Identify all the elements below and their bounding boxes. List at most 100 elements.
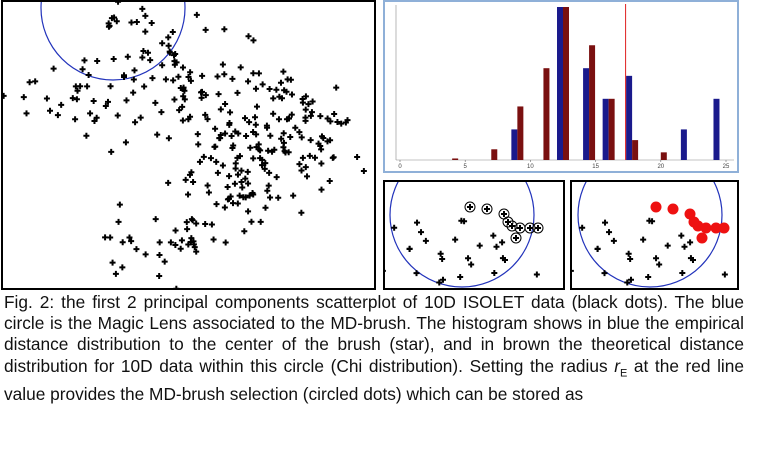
dot bbox=[476, 242, 483, 249]
dot bbox=[302, 164, 309, 171]
selected-dot bbox=[667, 203, 679, 215]
dot bbox=[227, 109, 234, 116]
dot bbox=[128, 19, 135, 26]
dot bbox=[115, 218, 122, 225]
dot bbox=[93, 114, 100, 121]
dot bbox=[183, 219, 190, 226]
dot bbox=[140, 47, 147, 54]
dot bbox=[119, 264, 126, 271]
dot bbox=[624, 279, 631, 286]
dot bbox=[330, 154, 337, 161]
dot bbox=[180, 86, 187, 93]
dot bbox=[202, 111, 209, 118]
selected-dot bbox=[464, 201, 476, 213]
dot bbox=[165, 34, 172, 41]
dot bbox=[128, 238, 135, 245]
dot bbox=[246, 119, 253, 126]
bar bbox=[583, 68, 590, 160]
dot bbox=[602, 219, 609, 226]
dot bbox=[193, 11, 200, 18]
dot bbox=[102, 102, 109, 109]
dot bbox=[414, 219, 421, 226]
bar bbox=[563, 7, 569, 160]
dot bbox=[309, 98, 316, 105]
dot bbox=[505, 219, 511, 225]
caption: Fig. 2: the first 2 principal components… bbox=[4, 292, 744, 461]
dot bbox=[628, 276, 635, 283]
dot bbox=[317, 113, 324, 120]
dot bbox=[299, 154, 306, 161]
dot bbox=[236, 192, 243, 199]
dot bbox=[179, 64, 186, 71]
dot bbox=[627, 255, 634, 262]
dot bbox=[58, 101, 65, 108]
dot bbox=[262, 160, 269, 167]
dot bbox=[245, 208, 252, 215]
dot bbox=[190, 179, 197, 186]
dot bbox=[207, 155, 214, 162]
selection-panel bbox=[570, 180, 739, 290]
dot bbox=[299, 95, 306, 102]
dot bbox=[187, 77, 194, 84]
dot bbox=[199, 72, 206, 79]
dot bbox=[212, 125, 219, 132]
zoom-scatter bbox=[385, 182, 544, 288]
dot bbox=[20, 94, 27, 101]
dot bbox=[213, 158, 220, 165]
bar bbox=[557, 7, 563, 160]
bar bbox=[543, 68, 550, 160]
bar bbox=[713, 98, 720, 160]
dot bbox=[467, 204, 473, 210]
dot bbox=[225, 195, 232, 202]
dot bbox=[102, 234, 109, 241]
dot bbox=[306, 152, 313, 159]
dot bbox=[255, 70, 262, 77]
dot bbox=[219, 162, 226, 169]
dot bbox=[418, 229, 425, 236]
dot bbox=[266, 85, 273, 92]
bar bbox=[589, 45, 596, 160]
dot bbox=[437, 250, 444, 257]
dot bbox=[333, 84, 340, 91]
dot bbox=[193, 248, 200, 255]
dot bbox=[81, 57, 88, 64]
dot bbox=[610, 237, 617, 244]
dot bbox=[131, 67, 138, 74]
dot bbox=[222, 239, 229, 246]
selected-dot bbox=[532, 222, 544, 234]
dot bbox=[275, 194, 282, 201]
dot bbox=[158, 109, 165, 116]
dot bbox=[179, 117, 186, 124]
dot bbox=[222, 101, 229, 108]
dot bbox=[212, 143, 219, 150]
dot bbox=[152, 216, 159, 223]
dot bbox=[219, 61, 226, 68]
bar bbox=[632, 140, 639, 160]
bar bbox=[608, 98, 615, 160]
dot bbox=[391, 224, 398, 231]
dot bbox=[687, 255, 694, 262]
dot bbox=[156, 239, 163, 246]
dot bbox=[298, 209, 305, 216]
dot bbox=[112, 270, 119, 277]
dot bbox=[154, 131, 161, 138]
dot bbox=[132, 119, 139, 126]
dot bbox=[195, 141, 202, 148]
dot bbox=[250, 70, 257, 77]
dot bbox=[278, 135, 285, 142]
dot bbox=[287, 76, 294, 83]
dot bbox=[753, 230, 759, 236]
dot bbox=[221, 71, 228, 78]
dot bbox=[43, 95, 50, 102]
dot bbox=[133, 19, 140, 26]
dot bbox=[79, 66, 86, 73]
dot bbox=[255, 141, 262, 148]
dot bbox=[250, 155, 257, 162]
dot bbox=[687, 239, 694, 246]
dot bbox=[221, 26, 228, 33]
dot bbox=[261, 165, 268, 172]
dot bbox=[527, 225, 533, 231]
dot bbox=[280, 144, 287, 151]
selected-dot bbox=[481, 203, 493, 215]
dot bbox=[257, 147, 264, 154]
